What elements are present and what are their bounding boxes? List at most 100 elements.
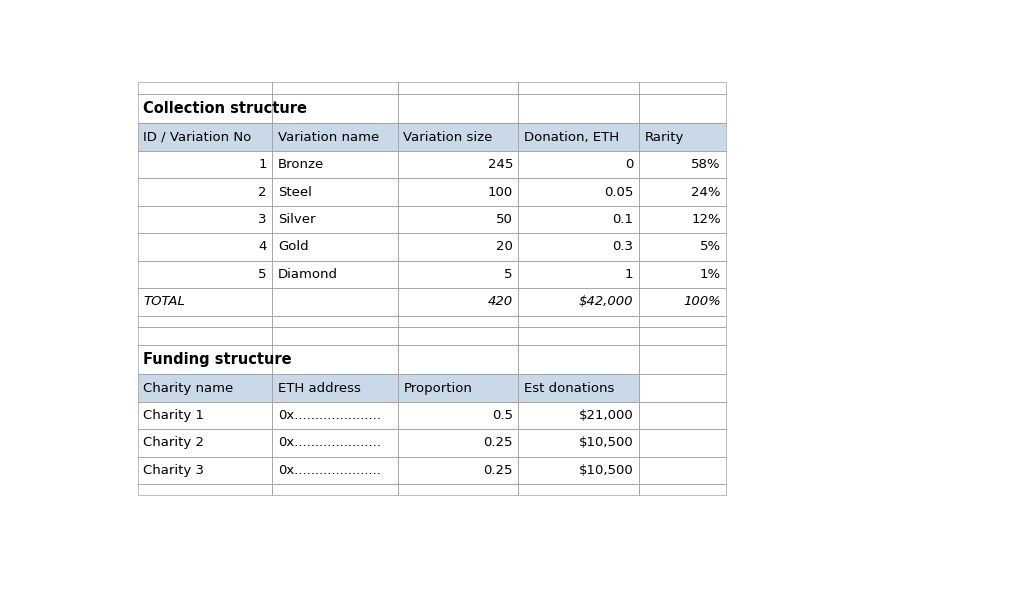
Bar (397, 315, 518, 327)
Bar (397, 345, 518, 375)
Bar (272, 178, 397, 206)
Bar (518, 402, 639, 429)
Bar (137, 315, 272, 327)
Bar (397, 206, 518, 233)
Text: ID / Variation No: ID / Variation No (143, 131, 251, 144)
Bar (518, 429, 639, 457)
Text: $21,000: $21,000 (579, 409, 634, 422)
Bar (639, 429, 726, 457)
Text: Donation, ETH: Donation, ETH (524, 131, 620, 144)
Bar (137, 178, 272, 206)
Text: 0: 0 (625, 158, 634, 171)
Bar (137, 315, 272, 327)
Text: 50: 50 (496, 213, 513, 226)
Bar (518, 261, 639, 288)
Bar (639, 288, 726, 315)
Bar (518, 94, 639, 124)
Bar (518, 151, 639, 178)
Bar (272, 457, 397, 484)
Bar (137, 429, 272, 457)
Bar (272, 151, 397, 178)
Bar (639, 429, 726, 457)
Bar (397, 375, 518, 402)
Bar (272, 94, 397, 124)
Bar (272, 345, 397, 375)
Bar (272, 82, 397, 94)
Bar (272, 484, 397, 495)
Text: 0.25: 0.25 (483, 464, 513, 477)
Bar (272, 261, 397, 288)
Bar (137, 402, 272, 429)
Text: 245: 245 (487, 158, 513, 171)
Bar (397, 261, 518, 288)
Bar (137, 457, 272, 484)
Text: Silver: Silver (278, 213, 315, 226)
Bar (639, 233, 726, 261)
Bar (397, 327, 518, 345)
Text: 0.3: 0.3 (612, 241, 634, 253)
Bar (639, 457, 726, 484)
Bar (272, 206, 397, 233)
Bar (518, 206, 639, 233)
Text: 5: 5 (258, 268, 267, 281)
Bar (639, 178, 726, 206)
Bar (397, 288, 518, 315)
Bar (272, 429, 397, 457)
Bar (639, 457, 726, 484)
Text: 0.25: 0.25 (483, 437, 513, 449)
Text: Charity name: Charity name (143, 382, 233, 395)
Bar (639, 402, 726, 429)
Bar (137, 327, 272, 345)
Bar (137, 124, 272, 151)
Bar (272, 457, 397, 484)
Bar (137, 457, 272, 484)
Bar (137, 484, 272, 495)
Bar (397, 82, 518, 94)
Text: Charity 1: Charity 1 (143, 409, 204, 422)
Bar (137, 345, 272, 375)
Text: 5%: 5% (699, 241, 721, 253)
Bar (137, 206, 272, 233)
Bar (397, 375, 518, 402)
Bar (518, 233, 639, 261)
Bar (397, 327, 518, 345)
Text: Bronze: Bronze (278, 158, 325, 171)
Bar (518, 457, 639, 484)
Text: $10,500: $10,500 (579, 437, 634, 449)
Bar (397, 345, 518, 375)
Bar (639, 345, 726, 375)
Bar (639, 82, 726, 94)
Bar (639, 206, 726, 233)
Bar (518, 178, 639, 206)
Bar (137, 82, 272, 94)
Bar (639, 315, 726, 327)
Text: 20: 20 (496, 241, 513, 253)
Bar (518, 82, 639, 94)
Bar (137, 345, 272, 375)
Bar (137, 94, 272, 124)
Bar (137, 375, 272, 402)
Bar (518, 345, 639, 375)
Bar (639, 484, 726, 495)
Bar (397, 124, 518, 151)
Bar (639, 233, 726, 261)
Bar (518, 178, 639, 206)
Bar (272, 375, 397, 402)
Bar (272, 82, 397, 94)
Bar (639, 288, 726, 315)
Bar (272, 124, 397, 151)
Bar (137, 402, 272, 429)
Bar (137, 375, 272, 402)
Text: 1: 1 (625, 268, 634, 281)
Text: 1%: 1% (699, 268, 721, 281)
Bar (518, 206, 639, 233)
Bar (518, 327, 639, 345)
Bar (397, 151, 518, 178)
Bar (397, 94, 518, 124)
Bar (639, 315, 726, 327)
Bar (137, 288, 272, 315)
Text: Est donations: Est donations (524, 382, 614, 395)
Bar (518, 124, 639, 151)
Bar (397, 206, 518, 233)
Bar (518, 151, 639, 178)
